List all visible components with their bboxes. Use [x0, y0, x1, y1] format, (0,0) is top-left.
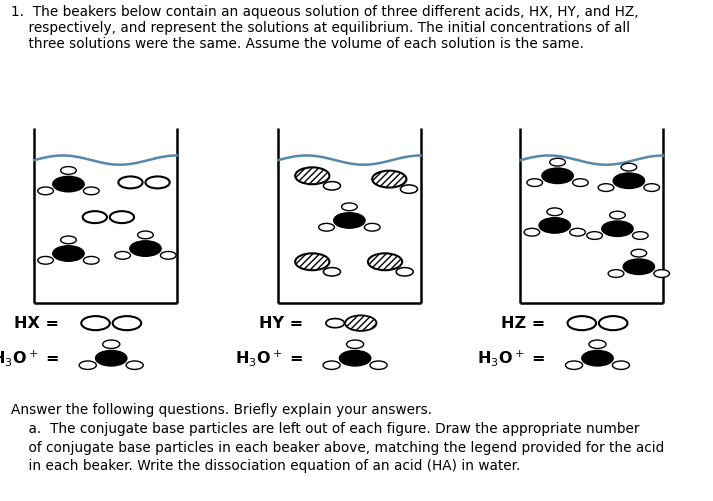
Ellipse shape [138, 231, 153, 239]
Ellipse shape [110, 211, 134, 223]
Ellipse shape [295, 167, 329, 184]
Ellipse shape [631, 249, 647, 257]
Ellipse shape [126, 361, 143, 369]
Text: in each beaker. Write the dissociation equation of an acid (HA) in water.: in each beaker. Write the dissociation e… [11, 459, 520, 473]
Ellipse shape [527, 179, 543, 186]
Ellipse shape [396, 268, 414, 276]
Ellipse shape [372, 171, 406, 187]
Ellipse shape [53, 246, 84, 261]
Ellipse shape [53, 176, 84, 192]
Ellipse shape [324, 268, 341, 276]
Ellipse shape [145, 176, 170, 188]
Ellipse shape [654, 270, 670, 278]
Ellipse shape [587, 231, 602, 239]
Ellipse shape [61, 236, 76, 244]
Bar [34, 138, 177, 303]
Bar [520, 138, 663, 303]
Ellipse shape [368, 254, 402, 270]
Text: HZ =: HZ = [501, 316, 545, 331]
Ellipse shape [38, 257, 53, 264]
Ellipse shape [160, 252, 176, 259]
Ellipse shape [573, 179, 588, 186]
Ellipse shape [644, 184, 660, 191]
Ellipse shape [323, 361, 340, 369]
Text: H$_3$O$^+$ =: H$_3$O$^+$ = [235, 348, 303, 368]
Ellipse shape [326, 319, 344, 328]
Ellipse shape [524, 228, 540, 236]
Ellipse shape [61, 166, 76, 174]
Ellipse shape [632, 231, 648, 239]
Ellipse shape [623, 259, 655, 275]
Ellipse shape [130, 241, 161, 257]
Ellipse shape [582, 351, 613, 366]
Text: H$_3$O$^+$ =: H$_3$O$^+$ = [477, 348, 545, 368]
Ellipse shape [295, 254, 329, 270]
Ellipse shape [342, 203, 357, 211]
Ellipse shape [539, 217, 570, 233]
Ellipse shape [550, 158, 565, 166]
Ellipse shape [401, 185, 418, 193]
Ellipse shape [96, 351, 127, 366]
Ellipse shape [547, 208, 563, 215]
Ellipse shape [370, 361, 387, 369]
Ellipse shape [334, 213, 365, 228]
Ellipse shape [81, 316, 110, 330]
Text: Answer the following questions. Briefly explain your answers.: Answer the following questions. Briefly … [11, 403, 432, 417]
Ellipse shape [103, 340, 120, 349]
Ellipse shape [589, 340, 606, 349]
Ellipse shape [542, 168, 573, 183]
Ellipse shape [570, 228, 585, 236]
Ellipse shape [83, 257, 99, 264]
Ellipse shape [319, 223, 334, 231]
Ellipse shape [113, 316, 141, 330]
Text: HY =: HY = [259, 316, 303, 331]
Ellipse shape [565, 361, 583, 369]
Text: of conjugate base particles in each beaker above, matching the legend provided f: of conjugate base particles in each beak… [11, 441, 664, 455]
Ellipse shape [118, 176, 143, 188]
Ellipse shape [612, 361, 630, 369]
Text: respectively, and represent the solutions at equilibrium. The initial concentrat: respectively, and represent the solution… [11, 21, 630, 35]
Ellipse shape [608, 270, 624, 278]
Ellipse shape [364, 223, 380, 231]
Text: a.  The conjugate base particles are left out of each figure. Draw the appropria: a. The conjugate base particles are left… [11, 422, 639, 436]
Ellipse shape [602, 221, 633, 236]
Ellipse shape [347, 340, 364, 349]
Ellipse shape [38, 187, 53, 195]
Bar [278, 138, 421, 303]
Ellipse shape [339, 351, 371, 366]
Text: H$_3$O$^+$ =: H$_3$O$^+$ = [0, 348, 59, 368]
Ellipse shape [83, 187, 99, 195]
Ellipse shape [115, 252, 130, 259]
Text: HX =: HX = [14, 316, 59, 331]
Ellipse shape [83, 211, 107, 223]
Ellipse shape [610, 211, 625, 219]
Text: three solutions were the same. Assume the volume of each solution is the same.: three solutions were the same. Assume th… [11, 37, 583, 51]
Ellipse shape [568, 316, 596, 330]
Ellipse shape [324, 181, 341, 190]
Ellipse shape [345, 316, 376, 331]
Ellipse shape [621, 163, 637, 171]
Ellipse shape [598, 184, 614, 191]
Ellipse shape [79, 361, 96, 369]
Text: 1.  The beakers below contain an aqueous solution of three different acids, HX, : 1. The beakers below contain an aqueous … [11, 5, 638, 19]
Ellipse shape [599, 316, 627, 330]
Ellipse shape [613, 173, 645, 188]
